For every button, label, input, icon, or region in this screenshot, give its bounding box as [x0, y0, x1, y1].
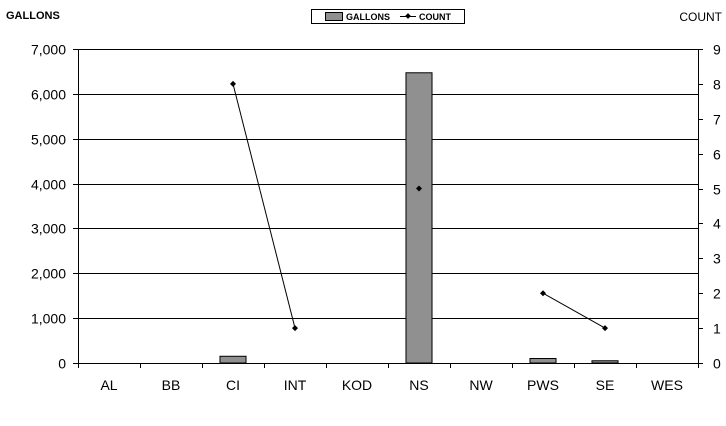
category-label: BB — [162, 377, 181, 393]
category-label: AL — [100, 377, 117, 393]
category-label: KOD — [342, 377, 372, 393]
category-label: CI — [226, 377, 240, 393]
legend-gallons-swatch — [325, 12, 343, 21]
bar-series-gallons — [219, 72, 619, 364]
right-tick-label: 7 — [713, 112, 721, 128]
right-tick-label: 8 — [713, 77, 721, 93]
category-label: NW — [469, 377, 493, 393]
right-axis-title: COUNT — [679, 10, 722, 24]
left-tick-label: 0 — [58, 356, 66, 372]
right-tick-label: 1 — [713, 321, 721, 337]
left-tick-label: 6,000 — [31, 87, 66, 103]
count-point — [230, 80, 236, 87]
right-tick-label: 5 — [713, 182, 721, 198]
left-tick-label: 2,000 — [31, 266, 66, 282]
tick-labels: 0 1,000 2,000 3,000 4,000 5,000 6,000 7,000 0 1 2 3… — [31, 42, 721, 394]
left-tick-label: 1,000 — [31, 311, 66, 327]
category-label: NS — [409, 377, 428, 393]
bar — [219, 355, 247, 364]
legend-gallons-label: GALLONS — [346, 11, 390, 22]
right-tick-label: 2 — [713, 286, 721, 302]
bar — [405, 72, 433, 364]
left-axis-title: GALLONS — [6, 10, 60, 22]
left-tick-label: 4,000 — [31, 177, 66, 193]
bar — [529, 358, 557, 364]
count-point — [540, 290, 546, 297]
right-tick-label: 9 — [713, 42, 721, 58]
count-line-segment — [542, 292, 606, 329]
right-tick-label: 4 — [713, 216, 721, 232]
left-tick-label: 3,000 — [31, 221, 66, 237]
axes — [73, 49, 703, 368]
bar — [591, 360, 619, 364]
category-label: INT — [284, 377, 307, 393]
right-tick-label: 3 — [713, 251, 721, 267]
legend-count-marker — [400, 13, 416, 20]
legend: GALLONS COUNT — [311, 9, 465, 24]
right-tick-label: 6 — [713, 147, 721, 163]
category-label: SE — [596, 377, 615, 393]
count-line-segment — [232, 83, 296, 329]
category-label: PWS — [527, 377, 559, 393]
line-series-count — [230, 80, 608, 332]
gridlines — [78, 49, 698, 319]
left-tick-label: 5,000 — [31, 132, 66, 148]
count-point — [416, 185, 422, 192]
count-point — [602, 325, 608, 332]
right-tick-label: 0 — [713, 356, 721, 372]
legend-count-label: COUNT — [419, 11, 451, 22]
count-point — [292, 325, 298, 332]
category-label: WES — [651, 377, 683, 393]
left-tick-label: 7,000 — [31, 42, 66, 58]
